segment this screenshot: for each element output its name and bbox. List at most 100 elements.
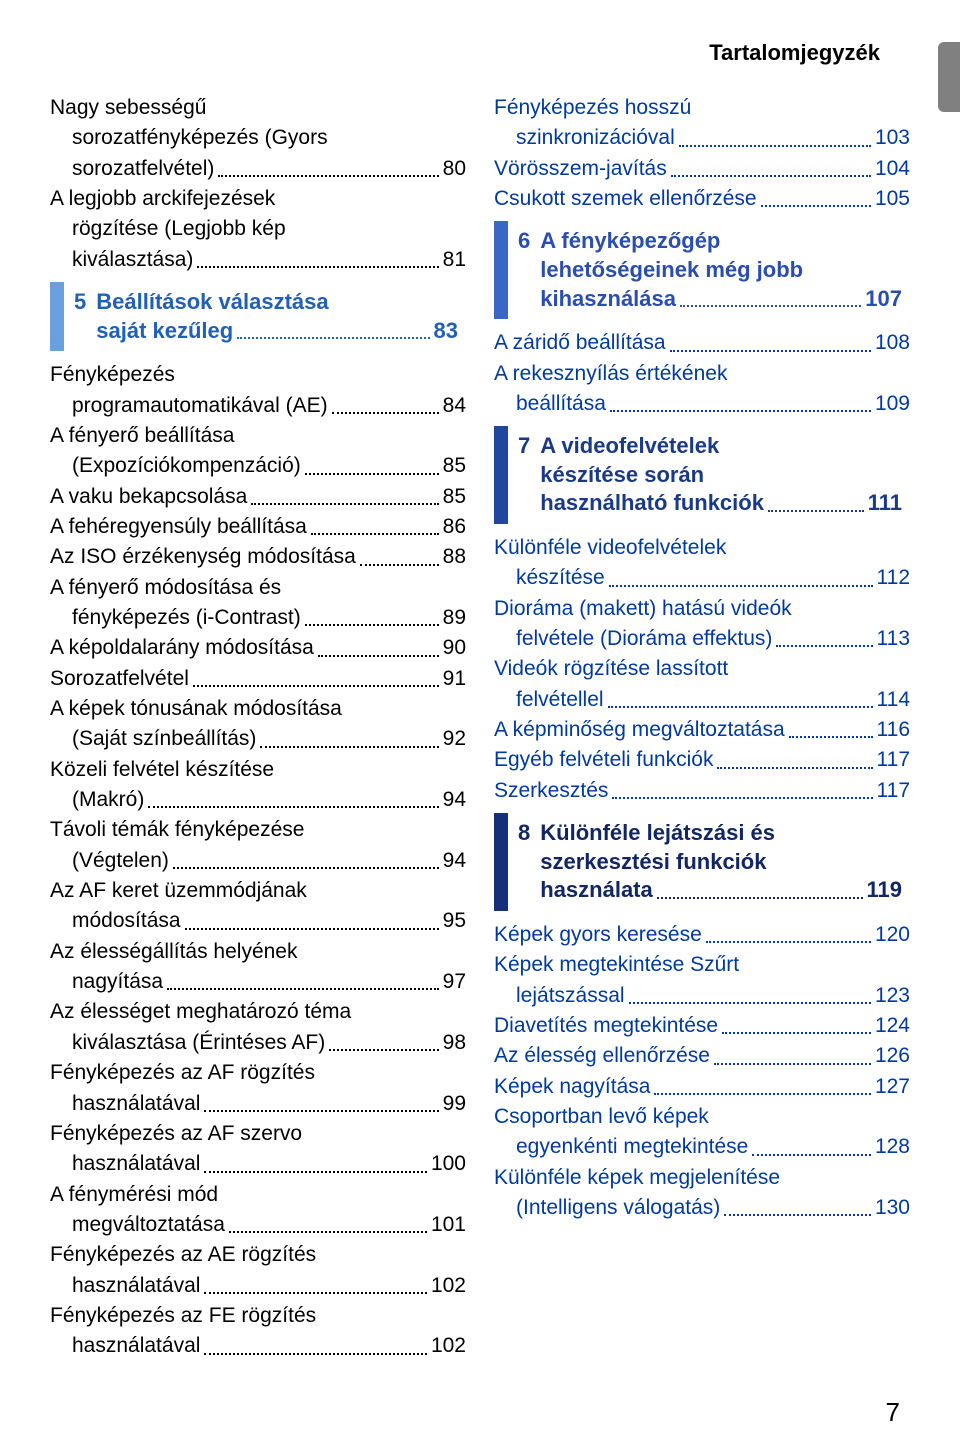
toc-entry[interactable]: Szerkesztés117 <box>494 777 910 805</box>
toc-entry[interactable]: A képminőség megváltoztatása116 <box>494 716 910 744</box>
toc-entry-label: kiválasztása (Érintéses AF) <box>50 1029 325 1057</box>
toc-leader-dots <box>148 806 438 808</box>
toc-entry[interactable]: A záridő beállítása108 <box>494 329 910 357</box>
page-title: Tartalomjegyzék <box>50 40 910 66</box>
toc-entry-group[interactable]: Képek megtekintése Szűrt lejátszással123 <box>494 951 910 1010</box>
toc-entry: megváltoztatása101 <box>50 1211 466 1239</box>
toc-entry-page: 124 <box>875 1012 910 1040</box>
toc-entry-group: A vaku bekapcsolása85 <box>50 483 466 511</box>
toc-entry-group[interactable]: Csukott szemek ellenőrzése105 <box>494 185 910 213</box>
toc-entry[interactable]: Egyéb felvételi funkciók117 <box>494 746 910 774</box>
toc-entry-continuation[interactable]: A rekesznyílás értékének <box>494 360 910 388</box>
toc-entry[interactable]: lejátszással123 <box>494 982 910 1010</box>
toc-entry-group[interactable]: Szerkesztés117 <box>494 777 910 805</box>
toc-entry-label: A fényerő módosítása és <box>50 574 281 602</box>
toc-leader-dots <box>360 564 439 566</box>
toc-entry-label: (Makró) <box>50 786 144 814</box>
toc-entry-group[interactable]: Képek gyors keresése120 <box>494 921 910 949</box>
toc-entry[interactable]: beállítása109 <box>494 390 910 418</box>
toc-entry[interactable]: egyenkénti megtekintése128 <box>494 1133 910 1161</box>
toc-entry-continuation[interactable]: Videók rögzítése lassított <box>494 655 910 683</box>
toc-leader-dots <box>761 205 871 207</box>
toc-entry-page: 91 <box>443 665 466 693</box>
toc-entry-continuation: Az élességállítás helyének <box>50 938 466 966</box>
side-tab <box>938 42 960 112</box>
toc-entry-group[interactable]: Dioráma (makett) hatású videókfelvétele … <box>494 595 910 654</box>
toc-entry-page: 113 <box>877 625 910 653</box>
toc-entry-continuation: A képek tónusának módosítása <box>50 695 466 723</box>
toc-entry[interactable]: (Intelligens válogatás)130 <box>494 1194 910 1222</box>
toc-leader-dots <box>768 510 864 512</box>
toc-entry: (Expozíciókompenzáció) 85 <box>50 452 466 480</box>
toc-entry-label: fényképezés (i-Contrast) <box>50 604 301 632</box>
toc-entry[interactable]: felvétellel114 <box>494 686 910 714</box>
toc-entry-group[interactable]: Különféle videofelvételekkészítése112 <box>494 534 910 593</box>
toc-leader-dots <box>204 1292 427 1294</box>
toc-leader-dots <box>237 337 429 339</box>
toc-entry-continuation[interactable]: Különféle videofelvételek <box>494 534 910 562</box>
toc-leader-dots <box>706 941 871 943</box>
toc-columns: Nagy sebességűsorozatfényképezés (Gyorss… <box>50 94 910 1416</box>
toc-entry-label: Képek nagyítása <box>494 1073 650 1101</box>
toc-entry-label: módosítása <box>50 907 181 935</box>
toc-entry-continuation[interactable]: Csoportban levő képek <box>494 1103 910 1131</box>
toc-leader-dots <box>609 585 873 587</box>
toc-leader-dots <box>679 145 871 147</box>
toc-chapter-label: Különféle lejátszási és <box>540 819 775 848</box>
toc-chapter[interactable]: 7A videofelvételekkészítése soránhasznál… <box>494 426 910 524</box>
toc-entry[interactable]: Diavetítés megtekintése124 <box>494 1012 910 1040</box>
toc-entry: Sorozatfelvétel91 <box>50 665 466 693</box>
toc-entry[interactable]: felvétele (Dioráma effektus)113 <box>494 625 910 653</box>
toc-chapter-page: 107 <box>865 285 902 314</box>
toc-entry-continuation: A fényerő beállítása <box>50 422 466 450</box>
toc-entry: (Saját színbeállítás)92 <box>50 725 466 753</box>
toc-chapter-label: használható funkciók <box>540 489 764 518</box>
toc-entry-continuation[interactable]: Képek megtekintése Szűrt <box>494 951 910 979</box>
toc-entry[interactable]: Képek nagyítása127 <box>494 1073 910 1101</box>
toc-entry: kiválasztása)81 <box>50 246 466 274</box>
toc-chapter[interactable]: 8Különféle lejátszási ésszerkesztési fun… <box>494 813 910 911</box>
toc-leader-dots <box>610 410 871 412</box>
toc-entry[interactable]: szinkronizációval103 <box>494 124 910 152</box>
toc-entry[interactable]: Vörösszem-javítás104 <box>494 155 910 183</box>
toc-entry-group[interactable]: A képminőség megváltoztatása116 <box>494 716 910 744</box>
toc-entry-continuation: A legjobb arckifejezések <box>50 185 466 213</box>
toc-entry-group[interactable]: Fényképezés hosszúszinkronizációval103 <box>494 94 910 153</box>
toc-entry-group: Távoli témák fényképezése(Végtelen)94 <box>50 816 466 875</box>
toc-entry-group[interactable]: Képek nagyítása127 <box>494 1073 910 1101</box>
toc-entry-page: 85 <box>443 452 466 480</box>
toc-entry-group[interactable]: A záridő beállítása108 <box>494 329 910 357</box>
toc-chapter[interactable]: 6A fényképezőgéplehetőségeinek még jobbk… <box>494 221 910 319</box>
toc-leader-dots <box>714 1063 871 1065</box>
toc-entry-group: Az AF keret üzemmódjánakmódosítása95 <box>50 877 466 936</box>
toc-entry[interactable]: Az élesség ellenőrzése126 <box>494 1042 910 1070</box>
toc-chapter-page: 111 <box>868 489 902 518</box>
toc-entry-group: Az élességállítás helyéneknagyítása97 <box>50 938 466 997</box>
toc-chapter[interactable]: 5Beállítások választásasaját kezűleg83 <box>50 282 466 351</box>
toc-entry-page: 100 <box>431 1150 466 1178</box>
toc-entry[interactable]: készítése112 <box>494 564 910 592</box>
toc-chapter-line-last: saját kezűleg83 <box>96 317 458 346</box>
toc-entry-group[interactable]: Videók rögzítése lassított felvétellel114 <box>494 655 910 714</box>
toc-entry-label: kiválasztása) <box>50 246 193 274</box>
toc-entry-group[interactable]: Diavetítés megtekintése124 <box>494 1012 910 1040</box>
toc-entry-group[interactable]: Egyéb felvételi funkciók117 <box>494 746 910 774</box>
toc-entry-label: Fényképezés az FE rögzítés <box>50 1302 316 1330</box>
toc-entry-continuation[interactable]: Fényképezés hosszú <box>494 94 910 122</box>
toc-entry-group[interactable]: Csoportban levő képekegyenkénti megtekin… <box>494 1103 910 1162</box>
toc-entry-continuation[interactable]: Dioráma (makett) hatású videók <box>494 595 910 623</box>
toc-entry-label: (Expozíciókompenzáció) <box>50 452 301 480</box>
toc-leader-dots <box>204 1353 427 1355</box>
toc-entry-page: 123 <box>875 982 910 1010</box>
toc-entry: A vaku bekapcsolása85 <box>50 483 466 511</box>
toc-entry-group[interactable]: A rekesznyílás értékénekbeállítása109 <box>494 360 910 419</box>
toc-entry[interactable]: Csukott szemek ellenőrzése105 <box>494 185 910 213</box>
toc-entry-group[interactable]: Vörösszem-javítás104 <box>494 155 910 183</box>
toc-entry-label: Az ISO érzékenység módosítása <box>50 543 356 571</box>
toc-entry-group[interactable]: Különféle képek megjelenítése(Intelligen… <box>494 1164 910 1223</box>
toc-chapter-line-last: használata119 <box>540 876 902 905</box>
toc-entry-group[interactable]: Az élesség ellenőrzése126 <box>494 1042 910 1070</box>
toc-entry-continuation[interactable]: Különféle képek megjelenítése <box>494 1164 910 1192</box>
toc-entry[interactable]: Képek gyors keresése120 <box>494 921 910 949</box>
toc-entry-label: Fényképezés az AE rögzítés <box>50 1241 316 1269</box>
